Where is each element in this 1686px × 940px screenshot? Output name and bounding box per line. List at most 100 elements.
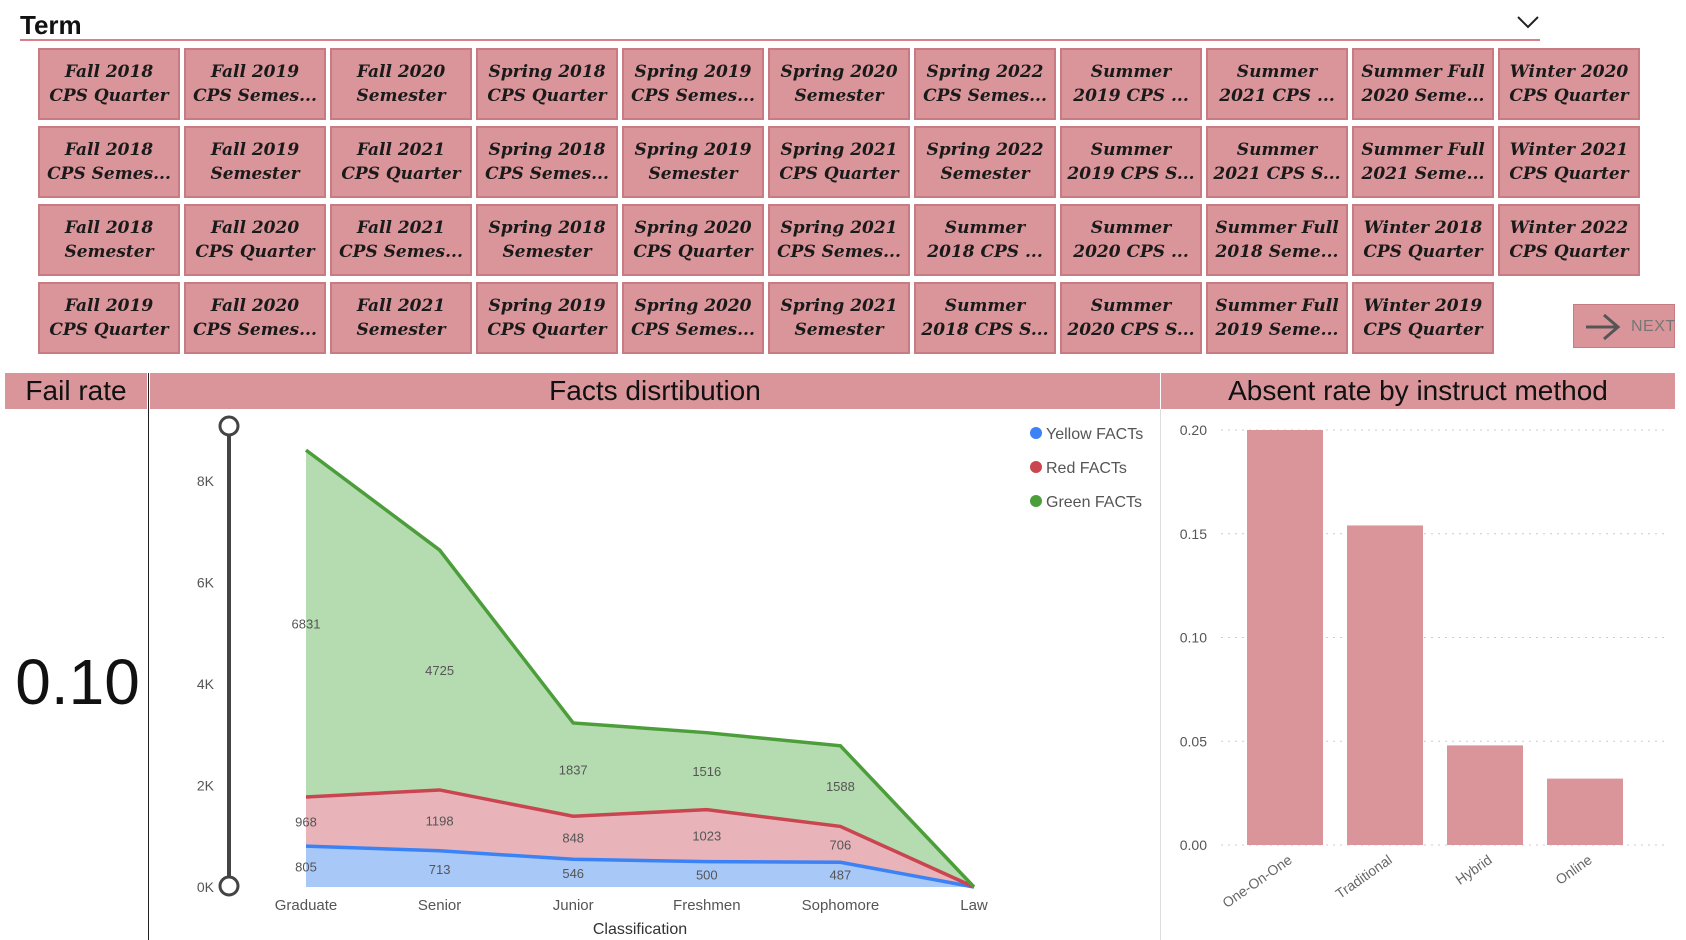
term-tile[interactable]: Fall 2019 CPS Quarter (38, 282, 180, 354)
term-tile[interactable]: Spring 2018 Semester (476, 204, 618, 276)
term-tile[interactable]: Fall 2021 CPS Semes... (330, 204, 472, 276)
data-label: 713 (429, 862, 451, 877)
data-label: 500 (696, 867, 718, 882)
chart-divider (1160, 409, 1161, 940)
term-tile[interactable]: Summer 2021 CPS S... (1206, 126, 1348, 198)
term-tile[interactable]: Spring 2020 Semester (768, 48, 910, 120)
absent-chart-title: Absent rate by instruct method (1161, 373, 1675, 409)
term-tile[interactable]: Spring 2022 CPS Semes... (914, 48, 1056, 120)
zoom-slider-handle-top (218, 415, 240, 437)
x-tick-label: Traditional (1332, 851, 1394, 901)
green-facts-area (306, 450, 974, 887)
term-tile[interactable]: Winter 2021 CPS Quarter (1498, 126, 1640, 198)
term-tile[interactable]: Spring 2018 CPS Semes... (476, 126, 618, 198)
bar (1547, 778, 1623, 845)
term-tile[interactable]: Winter 2020 CPS Quarter (1498, 48, 1640, 120)
x-tick-label: Online (1552, 851, 1595, 887)
bar (1347, 525, 1423, 845)
term-tile[interactable]: Fall 2018 CPS Semes... (38, 126, 180, 198)
term-tile[interactable]: Fall 2021 CPS Quarter (330, 126, 472, 198)
term-slicer-underline (20, 39, 1540, 41)
data-label: 848 (562, 831, 584, 846)
y-tick-label: 6K (197, 574, 215, 590)
data-label: 1023 (692, 829, 721, 844)
term-tile[interactable]: Spring 2018 CPS Quarter (476, 48, 618, 120)
term-tile[interactable]: Summer 2020 CPS S... (1060, 282, 1202, 354)
absent-bar-chart: 0.00 0.05 0.10 0.15 0.20 One-On-One Traditiona… (1180, 422, 1669, 911)
term-tile[interactable]: Spring 2019 CPS Semes... (622, 48, 764, 120)
arrow-right-icon (1586, 313, 1621, 341)
x-tick-label: Law (960, 897, 988, 914)
y-tick-label: 0K (197, 879, 215, 895)
legend-marker (1030, 427, 1042, 439)
term-slicer-title: Term (20, 10, 82, 40)
facts-area-chart: 0K 2K 4K 6K 8K 805 713 546 500 487 968 1198 848 1023 7… (197, 415, 1143, 938)
green-facts-line (304, 448, 976, 889)
zoom-slider-handle-bottom (218, 875, 240, 897)
term-tile[interactable]: Summer Full 2020 Seme... (1352, 48, 1494, 120)
next-label: NEXT (1631, 318, 1676, 335)
term-tile[interactable]: Winter 2019 CPS Quarter (1352, 282, 1494, 354)
chevron-down-icon[interactable] (1516, 14, 1540, 30)
facts-chart-title: Facts disrtibution (150, 373, 1160, 409)
term-tile[interactable]: Summer 2020 CPS ... (1060, 204, 1202, 276)
legend-label: Green FACTs (1046, 494, 1142, 511)
term-tile[interactable]: Fall 2021 Semester (330, 282, 472, 354)
term-slicer-grid: Fall 2018 CPS Quarter Fall 2019 CPS Semes… (38, 48, 1648, 354)
y-tick-label: 2K (197, 777, 215, 793)
data-label: 546 (562, 866, 584, 881)
term-tile[interactable]: Summer 2018 CPS ... (914, 204, 1056, 276)
term-slicer-header: Term (20, 0, 1540, 41)
legend-label: Red FACTs (1046, 460, 1127, 477)
card-divider (148, 373, 149, 940)
term-tile[interactable]: Spring 2022 Semester (914, 126, 1056, 198)
term-tile[interactable]: Spring 2019 Semester (622, 126, 764, 198)
legend-marker (1030, 461, 1042, 473)
data-label: 1588 (826, 779, 855, 794)
term-tile[interactable]: Summer 2019 CPS S... (1060, 126, 1202, 198)
x-tick-label: Junior (553, 897, 594, 914)
term-tile[interactable]: Summer 2018 CPS S... (914, 282, 1056, 354)
x-tick-label: Sophomore (802, 897, 880, 914)
term-tile[interactable]: Fall 2020 Semester (330, 48, 472, 120)
term-tile[interactable]: Fall 2018 Semester (38, 204, 180, 276)
yellow-facts-area (306, 846, 974, 887)
y-tick-label: 8K (197, 473, 215, 489)
term-tile[interactable]: Summer Full 2019 Seme... (1206, 282, 1348, 354)
term-tile[interactable]: Summer Full 2018 Seme... (1206, 204, 1348, 276)
term-tile[interactable]: Spring 2021 CPS Quarter (768, 126, 910, 198)
term-tile[interactable]: Spring 2021 CPS Semes... (768, 204, 910, 276)
legend-marker (1030, 495, 1042, 507)
term-tile[interactable]: Summer Full 2021 Seme... (1352, 126, 1494, 198)
bar (1447, 745, 1523, 845)
y-tick-label: 4K (197, 676, 215, 692)
fail-rate-title: Fail rate (5, 373, 147, 409)
term-tile[interactable]: Spring 2019 CPS Quarter (476, 282, 618, 354)
x-axis-title: Classification (593, 921, 687, 938)
data-label: 1198 (426, 813, 454, 828)
term-tile[interactable]: Spring 2021 Semester (768, 282, 910, 354)
next-page-button[interactable]: NEXT (1573, 304, 1675, 348)
data-label: 706 (830, 837, 852, 852)
term-tile[interactable]: Spring 2020 CPS Quarter (622, 204, 764, 276)
fail-rate-value: 0.10 (15, 646, 140, 718)
term-tile[interactable]: Fall 2020 CPS Semes... (184, 282, 326, 354)
data-label: 487 (830, 868, 852, 883)
y-tick-label: 0.15 (1180, 526, 1207, 542)
term-tile[interactable]: Fall 2019 CPS Semes... (184, 48, 326, 120)
term-tile[interactable]: Fall 2018 CPS Quarter (38, 48, 180, 120)
term-tile[interactable]: Summer 2019 CPS ... (1060, 48, 1202, 120)
term-tile[interactable]: Fall 2020 CPS Quarter (184, 204, 326, 276)
y-tick-label: 0.10 (1180, 630, 1207, 646)
data-label: 6831 (292, 617, 321, 632)
term-tile[interactable]: Summer 2021 CPS ... (1206, 48, 1348, 120)
term-tile[interactable]: Spring 2020 CPS Semes... (622, 282, 764, 354)
y-tick-label: 0.00 (1180, 837, 1207, 853)
x-tick-label: Hybrid (1452, 851, 1494, 887)
term-tile[interactable]: Fall 2019 Semester (184, 126, 326, 198)
term-tile[interactable]: Winter 2022 CPS Quarter (1498, 204, 1640, 276)
term-tile[interactable]: Winter 2018 CPS Quarter (1352, 204, 1494, 276)
red-facts-area (306, 789, 974, 887)
legend-label: Yellow FACTs (1046, 426, 1143, 443)
y-tick-label: 0.05 (1180, 733, 1207, 749)
